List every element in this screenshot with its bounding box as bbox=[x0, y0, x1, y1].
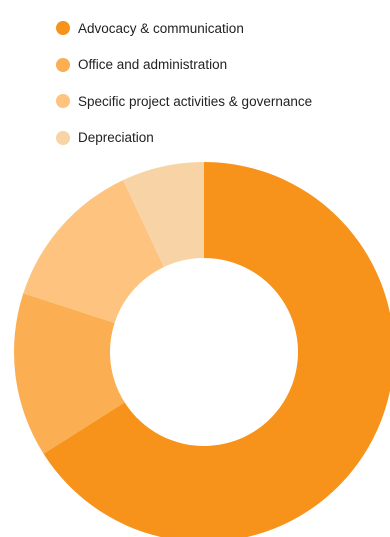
legend-swatch-depreciation bbox=[56, 130, 70, 145]
legend-label-depreciation: Depreciation bbox=[78, 130, 154, 146]
donut-slice-office[interactable] bbox=[13, 293, 125, 454]
legend-item-advocacy: Advocacy & communication bbox=[56, 10, 312, 47]
legend-swatch-office bbox=[56, 57, 70, 72]
chart-legend: Advocacy & communication Office and admi… bbox=[56, 10, 312, 156]
donut-slice-projects[interactable] bbox=[23, 180, 164, 323]
donut-slice-depreciation[interactable] bbox=[123, 162, 204, 267]
legend-label-office: Office and administration bbox=[78, 57, 228, 73]
legend-swatch-projects bbox=[56, 94, 70, 109]
legend-item-depreciation: Depreciation bbox=[56, 120, 312, 157]
donut-slice-advocacy[interactable] bbox=[43, 162, 390, 537]
legend-item-office: Office and administration bbox=[56, 47, 312, 84]
legend-label-advocacy: Advocacy & communication bbox=[78, 20, 244, 36]
legend-item-projects: Specific project activities & governance bbox=[56, 83, 312, 120]
legend-label-projects: Specific project activities & governance bbox=[78, 93, 313, 109]
legend-swatch-advocacy bbox=[56, 21, 70, 36]
